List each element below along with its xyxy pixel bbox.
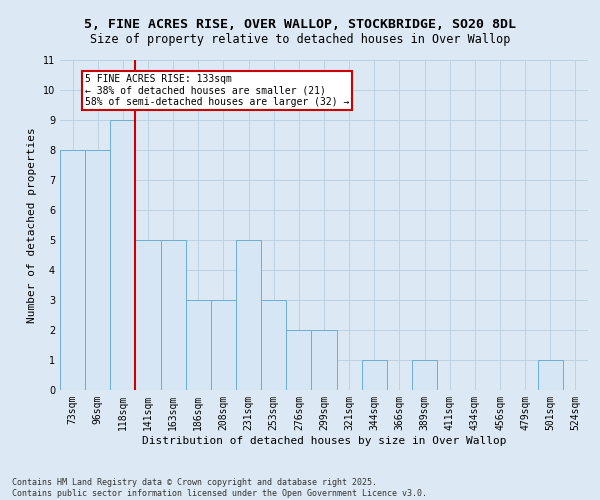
Bar — [286, 330, 311, 390]
Bar — [161, 240, 186, 390]
Bar — [362, 360, 387, 390]
Bar — [110, 120, 136, 390]
Bar — [261, 300, 286, 390]
Text: Size of property relative to detached houses in Over Wallop: Size of property relative to detached ho… — [90, 32, 510, 46]
Text: 5, FINE ACRES RISE, OVER WALLOP, STOCKBRIDGE, SO20 8DL: 5, FINE ACRES RISE, OVER WALLOP, STOCKBR… — [84, 18, 516, 30]
X-axis label: Distribution of detached houses by size in Over Wallop: Distribution of detached houses by size … — [142, 436, 506, 446]
Bar — [211, 300, 236, 390]
Bar — [412, 360, 437, 390]
Bar — [136, 240, 161, 390]
Text: Contains HM Land Registry data © Crown copyright and database right 2025.
Contai: Contains HM Land Registry data © Crown c… — [12, 478, 427, 498]
Bar — [236, 240, 261, 390]
Bar — [311, 330, 337, 390]
Bar — [538, 360, 563, 390]
Bar — [60, 150, 85, 390]
Bar — [85, 150, 110, 390]
Y-axis label: Number of detached properties: Number of detached properties — [28, 127, 37, 323]
Bar — [186, 300, 211, 390]
Text: 5 FINE ACRES RISE: 133sqm
← 38% of detached houses are smaller (21)
58% of semi-: 5 FINE ACRES RISE: 133sqm ← 38% of detac… — [85, 74, 350, 106]
